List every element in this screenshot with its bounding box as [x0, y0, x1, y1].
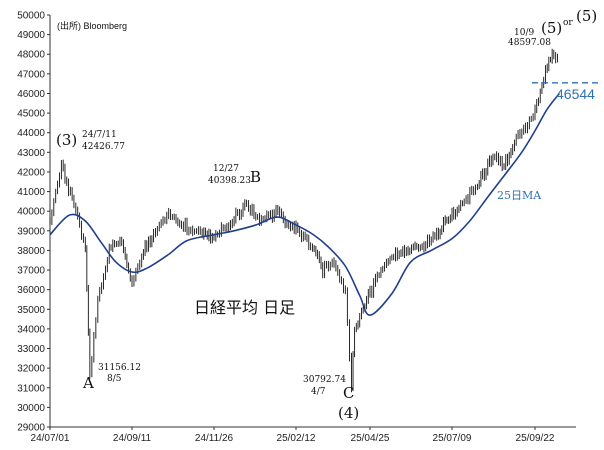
annotation-value: 30792.74	[303, 375, 346, 385]
x-tick-label: 25/09/22	[516, 433, 555, 444]
annotation-value: 31156.12	[98, 363, 141, 373]
x-tick-label: 25/04/25	[351, 433, 390, 444]
y-tick-label: 34000	[17, 324, 45, 335]
y-tick-label: 49000	[17, 30, 45, 41]
y-tick-label: 39000	[17, 226, 45, 237]
y-tick-label: 46000	[17, 89, 45, 100]
wave-label-c: C	[343, 384, 354, 402]
y-tick-label: 41000	[17, 187, 45, 198]
y-tick-label: 48000	[17, 50, 45, 61]
y-tick-label: 31000	[17, 383, 45, 394]
x-tick-label: 24/09/11	[113, 433, 152, 444]
reference-line-label: 46544	[556, 86, 595, 102]
annotation-value: 42426.77	[82, 142, 125, 152]
annotation-value: 48597.08	[508, 38, 551, 48]
y-tick-label: 36000	[17, 285, 45, 296]
y-tick-label: 33000	[17, 344, 45, 355]
x-axis-ticks: 24/07/01 24/09/11 24/11/26 25/02/12 25/04/25…	[31, 427, 555, 444]
x-tick-label: 25/02/12	[277, 433, 316, 444]
y-tick-label: 32000	[17, 364, 45, 375]
y-tick-label: 47000	[17, 69, 45, 80]
wave-label-5-alt: (5)	[576, 7, 597, 25]
y-tick-label: 37000	[17, 266, 45, 277]
y-tick-label: 40000	[17, 207, 45, 218]
y-tick-label: 45000	[17, 109, 45, 120]
annotation-date: 24/7/11	[82, 130, 117, 140]
y-tick-label: 30000	[17, 403, 45, 414]
chart-title: 日経平均 日足	[194, 298, 295, 317]
y-tick-label: 43000	[17, 148, 45, 159]
wave-label-5: (5)	[541, 19, 562, 37]
wave-label-a: A	[82, 374, 94, 392]
source-label: (出所) Bloomberg	[57, 20, 127, 31]
y-axis-ticks: 29000 30000 31000 32000 33000 34000 35000 36000…	[17, 11, 50, 434]
y-tick-label: 50000	[17, 11, 45, 22]
ma-25-line	[49, 92, 560, 316]
x-tick-label: 24/11/26	[195, 433, 234, 444]
y-tick-label: 44000	[17, 128, 45, 139]
annotations: (3) 24/7/11 42426.77 31156.128/5 A 12/27 40398…	[56, 7, 597, 422]
y-tick-label: 29000	[17, 423, 45, 434]
annotation-date: 4/7	[311, 387, 326, 397]
x-tick-label: 25/07/09	[433, 433, 472, 444]
annotation-date: 8/5	[107, 374, 122, 384]
wave-label-4: (4)	[338, 404, 359, 422]
alt-label-or: or	[563, 18, 573, 28]
price-series	[49, 48, 558, 393]
y-tick-label: 42000	[17, 167, 45, 178]
annotation-value: 40398.23	[208, 176, 251, 186]
annotation-date: 10/9	[514, 28, 534, 38]
ma-label: 25日MA	[497, 189, 542, 202]
y-tick-label: 35000	[17, 305, 45, 316]
x-tick-label: 24/07/01	[31, 433, 70, 444]
wave-label-b: B	[250, 168, 261, 186]
y-tick-label: 38000	[17, 246, 45, 257]
annotation-date: 12/27	[213, 164, 239, 174]
wave-label-3: (3)	[56, 131, 77, 149]
